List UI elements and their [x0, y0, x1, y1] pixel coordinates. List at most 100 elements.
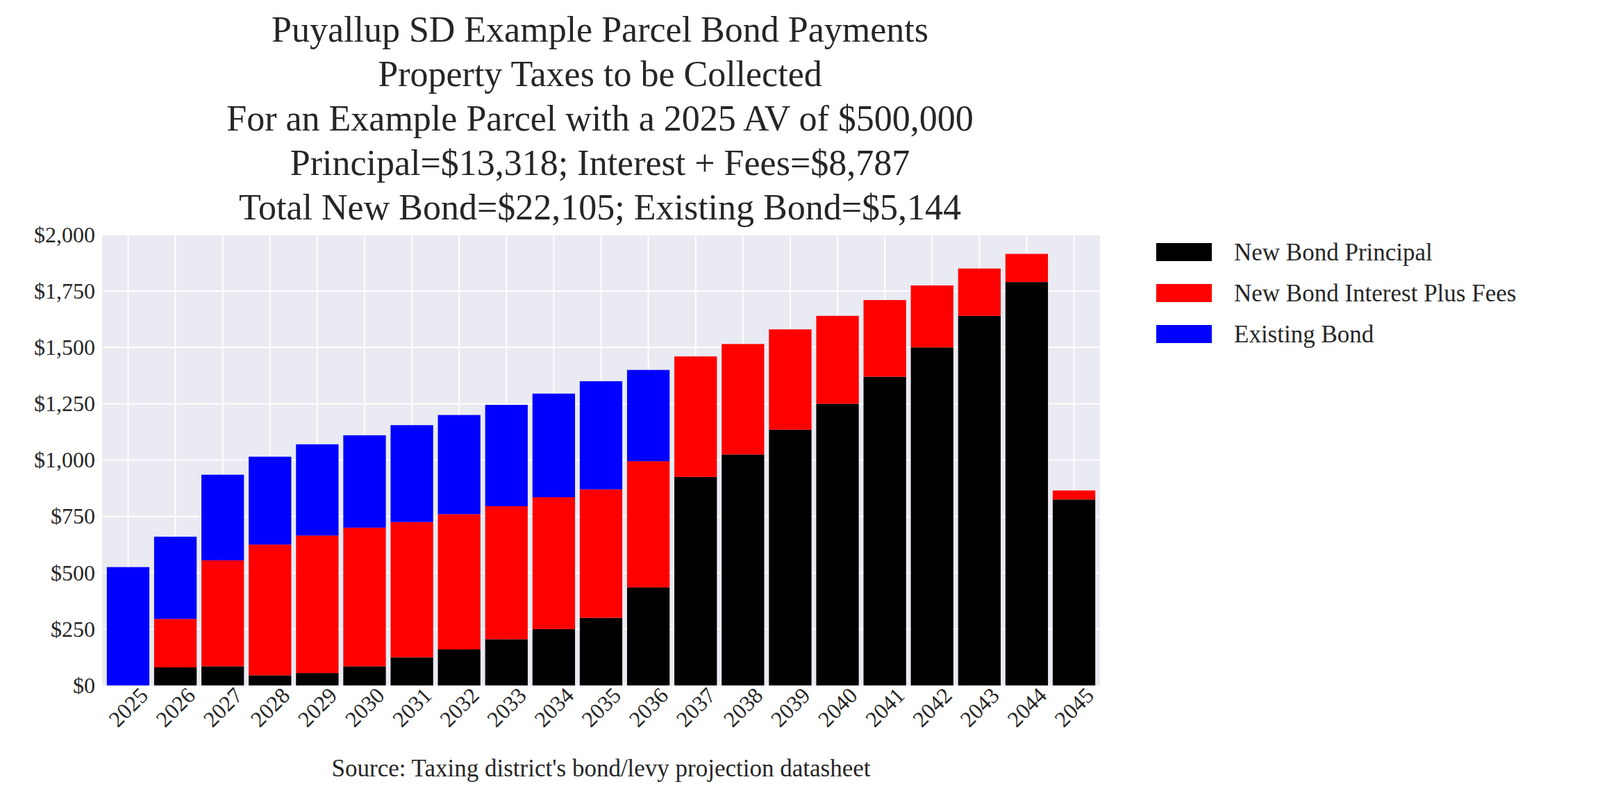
bar [1005, 253, 1048, 255]
tick: 2033 [481, 682, 532, 732]
bar [815, 315, 859, 316]
y-axis: $0$250$500$750$1,000$1,250$1,500$1,750$2… [34, 222, 103, 698]
bar [721, 343, 764, 345]
title: Puyallup SD Example Parcel Bond Payments… [226, 9, 974, 228]
bar [674, 356, 717, 478]
tick: 2036 [623, 682, 673, 732]
tick: 2028 [245, 682, 296, 732]
tick: 2035 [576, 682, 626, 732]
bar [154, 667, 197, 686]
tick-label: 2027 [197, 682, 248, 732]
bar [1052, 499, 1096, 686]
bar [1005, 254, 1048, 283]
tick-label: 2043 [954, 682, 1005, 732]
tick: 2039 [765, 682, 816, 732]
legend-swatch [1156, 284, 1212, 303]
bar [201, 475, 244, 561]
legend-item: New Bond Interest Plus Fees [1156, 279, 1516, 307]
bars [106, 254, 1096, 686]
tick: 2045 [1049, 682, 1099, 732]
legend-swatch [1156, 243, 1212, 262]
tick-label: 2040 [813, 682, 863, 732]
tick: 2037 [670, 682, 721, 732]
tick-label: 2036 [623, 682, 673, 732]
tick: $1,750 [34, 278, 103, 304]
bar [390, 656, 433, 686]
bar [958, 268, 1001, 269]
tick: $1,000 [34, 447, 103, 473]
bar [532, 629, 575, 686]
axis-line [102, 235, 103, 687]
tick-label: 2034 [529, 682, 579, 732]
tick-label: 2045 [1049, 682, 1099, 732]
bar [579, 618, 623, 686]
bar [627, 370, 670, 462]
bar [911, 347, 954, 686]
tick: 2025 [103, 682, 153, 732]
tick-label: 2039 [765, 682, 816, 732]
bar [1005, 281, 1048, 686]
bar [295, 672, 339, 686]
bar [343, 527, 386, 667]
bar [768, 329, 812, 330]
bar [390, 522, 433, 658]
axis-line [102, 685, 1101, 687]
tick-label: 2037 [670, 682, 721, 732]
tick: 2040 [813, 682, 863, 732]
tick-label: 2033 [481, 682, 532, 732]
legend-label: New Bond Principal [1234, 238, 1433, 266]
bar [485, 638, 528, 686]
bar [721, 343, 764, 455]
bar [343, 435, 386, 528]
legend-swatch [1156, 325, 1212, 344]
tick: $750 [50, 503, 103, 529]
tick-label: 2042 [907, 682, 957, 732]
bar [532, 393, 575, 498]
tick-label: $750 [50, 503, 96, 529]
tick: 2043 [954, 682, 1005, 732]
bar [815, 315, 859, 405]
bar [295, 535, 339, 673]
bar [201, 560, 244, 667]
tick-label: 2028 [245, 682, 296, 732]
tick-label: 2044 [1002, 682, 1052, 732]
legend: New Bond Principal New Bond Interest Plus… [1156, 238, 1516, 348]
tick-label: $1,750 [34, 278, 96, 304]
bar [438, 513, 481, 650]
tick: $0 [72, 672, 103, 698]
tick: $2,000 [34, 222, 103, 248]
bar [201, 665, 244, 686]
tick-label: $500 [50, 559, 96, 585]
tick-label: 2031 [387, 682, 437, 732]
tick: $250 [50, 616, 103, 642]
bar [295, 444, 339, 536]
series [106, 370, 670, 686]
series [154, 281, 1096, 686]
bar [248, 544, 291, 675]
tick-label: 2032 [434, 682, 485, 732]
tick: 2031 [387, 682, 437, 732]
tick-label: $0 [72, 672, 96, 698]
bar [579, 381, 623, 490]
bar [248, 456, 291, 546]
bar [863, 376, 906, 686]
bar [627, 587, 670, 686]
bar [863, 300, 906, 377]
x-axis: 2025202620272028202920302031203220332034… [102, 682, 1101, 732]
tick: 2038 [718, 682, 769, 732]
bar [485, 404, 528, 507]
tick-label: $1,250 [34, 390, 96, 416]
bar [863, 300, 906, 301]
tick-label: 2026 [150, 682, 200, 732]
bar [390, 425, 433, 523]
bar [106, 567, 150, 686]
series [154, 254, 1096, 676]
chart: Puyallup SD Example Parcel Bond Payments… [0, 0, 1600, 800]
bar [627, 461, 670, 588]
tick: 2032 [434, 682, 485, 732]
tick-label: 2041 [860, 682, 910, 732]
bar [1052, 490, 1096, 491]
tick: 2029 [293, 682, 343, 732]
legend-item: Existing Bond [1156, 320, 1375, 348]
bar [674, 477, 717, 686]
